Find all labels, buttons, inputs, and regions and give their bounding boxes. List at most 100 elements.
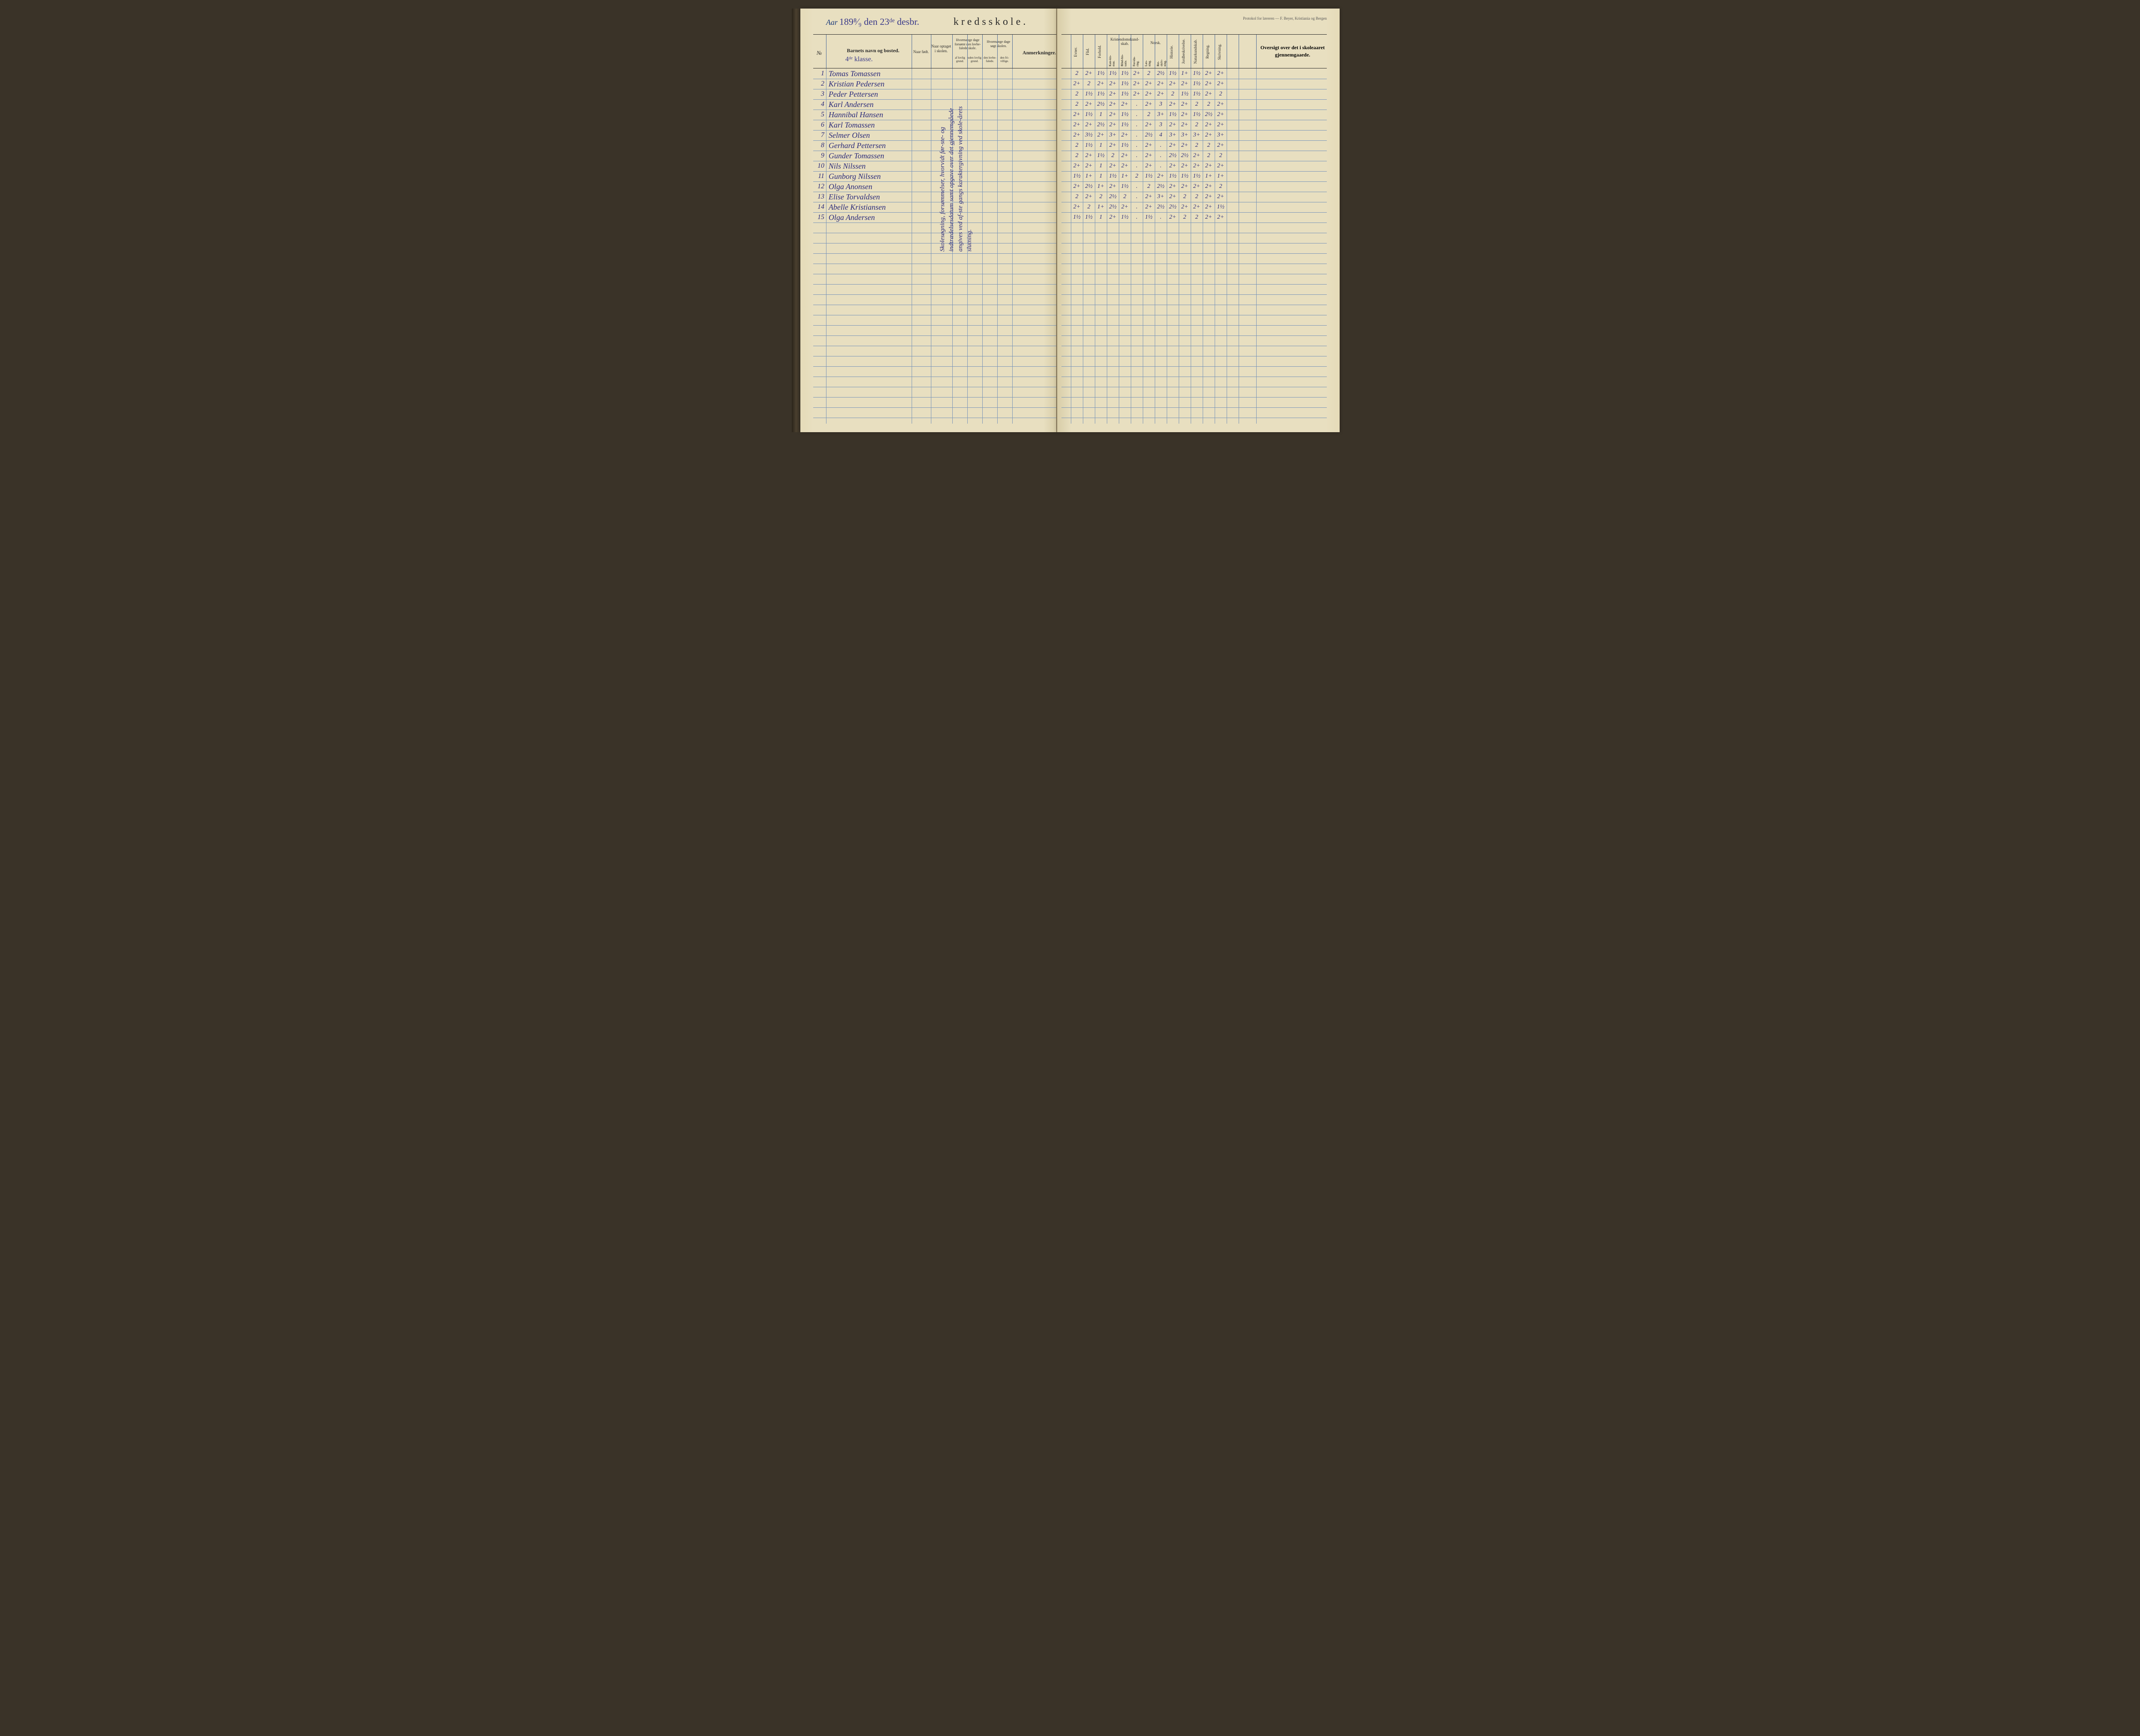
grade-cell: 2½ xyxy=(1179,152,1191,159)
grade-cell: 2 xyxy=(1083,204,1095,211)
grade-cell: . xyxy=(1131,122,1143,128)
grade-cell: 1½ xyxy=(1071,173,1083,180)
grade-cell: 2+ xyxy=(1215,80,1227,87)
grade-cell: 1½ xyxy=(1107,173,1119,180)
grade-cell: 1½ xyxy=(1167,173,1179,180)
student-number: 4 xyxy=(813,101,826,108)
student-number: 5 xyxy=(813,111,826,119)
grade-cell: 2+ xyxy=(1203,91,1215,98)
student-name: Peder Pettersen xyxy=(826,90,878,99)
grade-cell: 3+ xyxy=(1215,132,1227,139)
grade-cell: 2+ xyxy=(1071,183,1083,190)
grade-cell: 2+ xyxy=(1131,80,1143,87)
grade-cell: . xyxy=(1131,163,1143,169)
col-regning: Regning. xyxy=(1205,40,1210,64)
grade-cell: 1½ xyxy=(1083,214,1095,221)
grade-cell: 1½ xyxy=(1191,91,1203,98)
column-divider xyxy=(1012,35,1013,68)
column-line xyxy=(1012,68,1013,424)
grade-cell: 1½ xyxy=(1167,70,1179,77)
ledger-book: Aar 189⁸⁄₉ den 23ᵈᵉ desbr. kredsskole. №… xyxy=(800,9,1340,432)
grade-cell: 2+ xyxy=(1107,183,1119,190)
col-attended: Hvormange dage søgt skolen. xyxy=(984,40,1014,48)
grade-cell: 2 xyxy=(1179,193,1191,200)
grade-cell: 3+ xyxy=(1191,132,1203,139)
year-value: 189⁸⁄₉ den 23ᵈᵉ desbr. xyxy=(839,16,919,27)
left-rows: 1Tomas Tomassen2Kristian Pedersen3Peder … xyxy=(813,68,1056,424)
grade-cell: 2+ xyxy=(1107,91,1119,98)
grade-cell: 2½ xyxy=(1167,152,1179,159)
grade-cell: 2+ xyxy=(1119,152,1131,159)
grade-cell: 2 xyxy=(1071,101,1083,108)
right-rows: 22+1½1½1½2+22½1½1+1½2+2+2+22+2+1½2+2+2+2… xyxy=(1061,68,1327,424)
grade-cell: 2½ xyxy=(1143,132,1155,139)
grade-cell: 1+ xyxy=(1179,70,1191,77)
grade-cell: 2+ xyxy=(1167,80,1179,87)
grade-cell: 2½ xyxy=(1155,183,1167,190)
column-line xyxy=(1256,68,1257,424)
student-number: 11 xyxy=(813,172,826,180)
grade-cell: 2+ xyxy=(1203,214,1215,221)
student-name: Gunder Tomassen xyxy=(826,151,884,160)
grade-cell: 2+ xyxy=(1167,142,1179,149)
student-number: 10 xyxy=(813,162,826,170)
grade-cell: 2+ xyxy=(1071,163,1083,169)
grade-cell: 2+ xyxy=(1215,142,1227,149)
student-row: 7Selmer Olsen xyxy=(813,130,870,140)
column-divider xyxy=(1256,35,1257,68)
grade-cell: 1½ xyxy=(1095,91,1107,98)
left-header: Aar 189⁸⁄₉ den 23ᵈᵉ desbr. kredsskole. xyxy=(800,9,1056,30)
col-sub1: af lovlig grund. xyxy=(953,56,967,63)
student-name: Kristian Pedersen xyxy=(826,80,885,89)
row-line xyxy=(1061,335,1327,336)
student-name: Gunborg Nilssen xyxy=(826,172,881,181)
grade-cell: 1½ xyxy=(1119,70,1131,77)
grade-cell: 2+ xyxy=(1203,163,1215,169)
col-name: Barnets navn og bosted. xyxy=(837,47,910,53)
book-binding xyxy=(792,9,800,432)
col-skrivning: Skrivning. xyxy=(1217,40,1222,64)
col-absent: Hvormange dage forsømt den lovbe-falede … xyxy=(953,38,983,50)
student-row: 3Peder Pettersen xyxy=(813,89,878,99)
row-line xyxy=(1061,397,1327,398)
column-divider xyxy=(997,35,998,68)
row-line xyxy=(1061,171,1327,172)
grade-cell: 3 xyxy=(1155,101,1167,108)
student-name: Karl Andersen xyxy=(826,100,874,109)
grade-cell: 2 xyxy=(1215,183,1227,190)
row-line xyxy=(813,397,1056,398)
grade-cell: 2½ xyxy=(1107,204,1119,211)
grade-cell: 2+ xyxy=(1143,204,1155,211)
grade-cell: 2+ xyxy=(1215,193,1227,200)
grade-cell: 1½ xyxy=(1167,111,1179,118)
grade-cell: 2+ xyxy=(1203,70,1215,77)
grade-cell: 2+ xyxy=(1107,80,1119,87)
grade-cell: 2+ xyxy=(1167,183,1179,190)
grade-cell: 2½ xyxy=(1095,101,1107,108)
grade-cell: 2+ xyxy=(1071,204,1083,211)
grade-cell: 2½ xyxy=(1155,70,1167,77)
grade-cell: 2 xyxy=(1143,111,1155,118)
grade-cell: 1½ xyxy=(1119,142,1131,149)
student-row: 14Abelle Kristiansen xyxy=(813,202,886,212)
grade-cell: 1½ xyxy=(1191,173,1203,180)
grade-cell: 1+ xyxy=(1215,173,1227,180)
grade-cell: . xyxy=(1131,204,1143,211)
grade-cell: 2 xyxy=(1191,142,1203,149)
grade-cell: 2+ xyxy=(1131,91,1143,98)
row-line xyxy=(813,325,1056,326)
grade-cell: 2+ xyxy=(1083,163,1095,169)
grade-cell: 2+ xyxy=(1143,152,1155,159)
col-sub2: uden lovlig grund. xyxy=(967,56,982,63)
student-number: 9 xyxy=(813,152,826,160)
grade-cell: 2 xyxy=(1071,193,1083,200)
student-name: Elise Torvaldsen xyxy=(826,193,880,202)
grade-cell: 3+ xyxy=(1155,193,1167,200)
student-row: 4Karl Andersen xyxy=(813,99,874,110)
grade-cell: 3½ xyxy=(1083,132,1095,139)
row-line xyxy=(813,294,1056,295)
grade-cell: 2+ xyxy=(1179,204,1191,211)
student-number: 12 xyxy=(813,183,826,190)
col-sub3: den lovbe-falede. xyxy=(983,56,997,63)
grade-cell: 2+ xyxy=(1095,132,1107,139)
